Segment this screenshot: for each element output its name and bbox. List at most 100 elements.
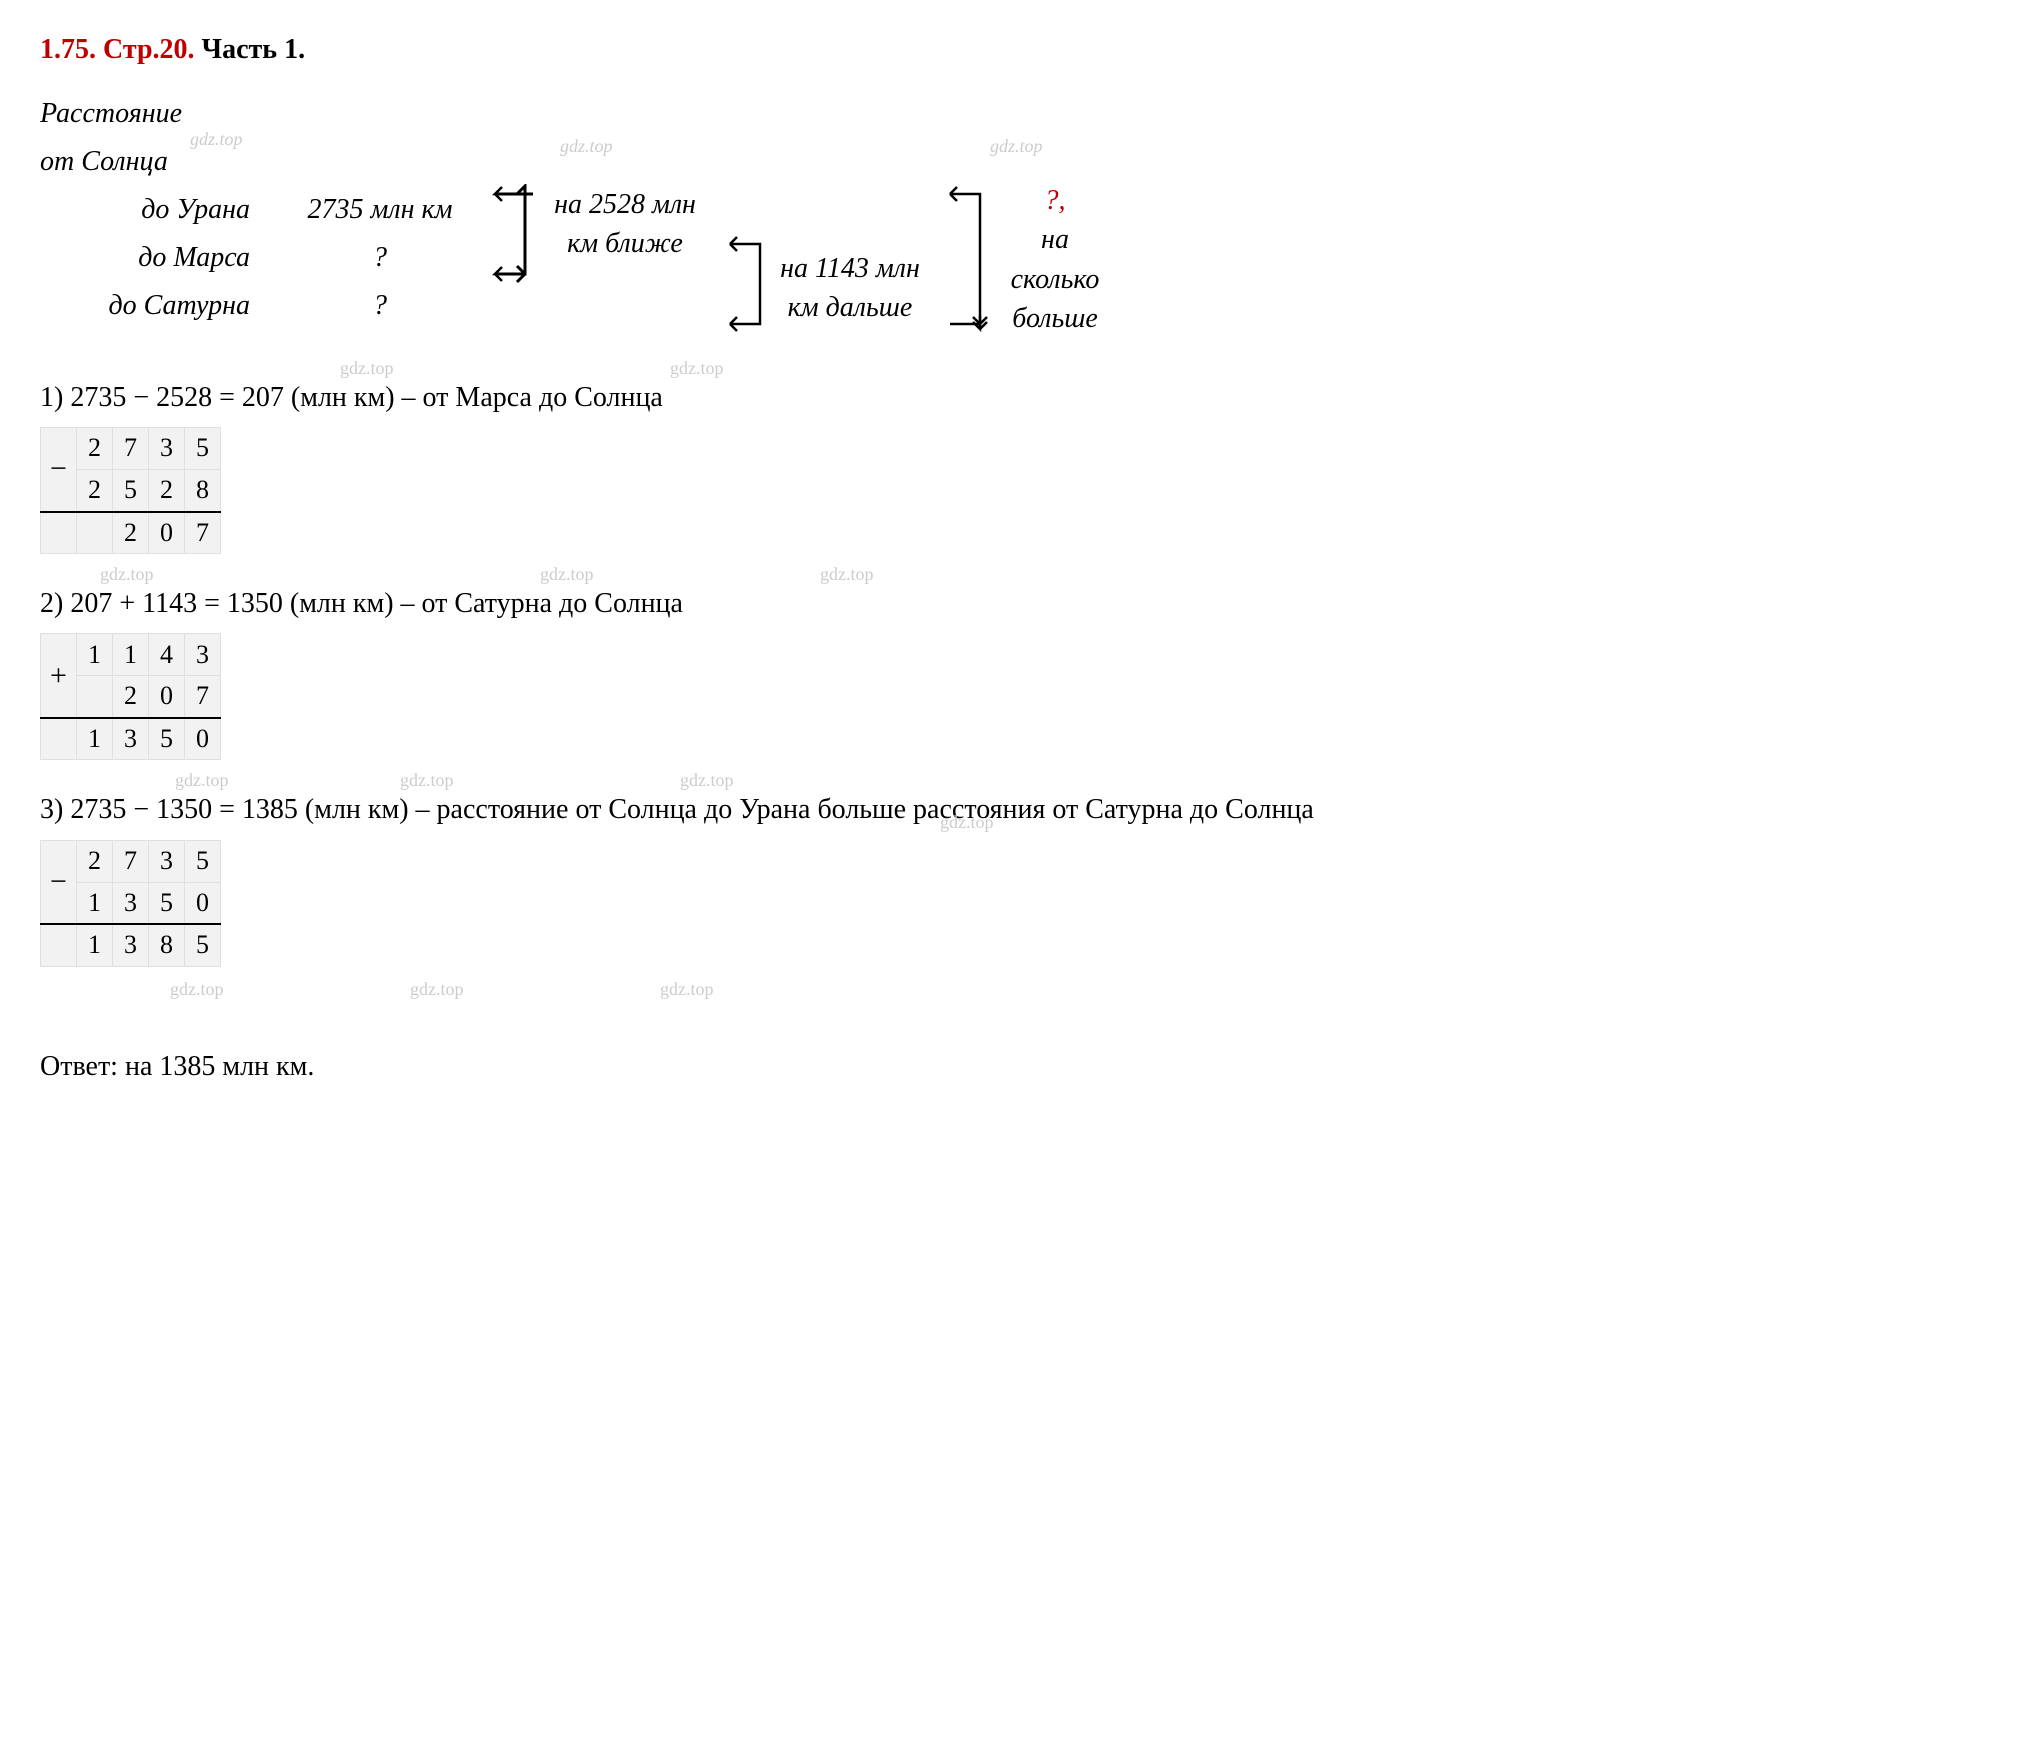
calc-cell: 7 xyxy=(113,428,149,470)
calc-cell: 1 xyxy=(77,924,113,966)
calc-cell: 5 xyxy=(185,924,221,966)
heading-black-part: Часть 1. xyxy=(202,34,306,65)
calc-cell xyxy=(41,512,77,554)
watermark-text: gdz.top xyxy=(100,562,154,587)
table-row: 2 0 7 xyxy=(41,512,221,554)
watermark-text: gdz.top xyxy=(990,134,1043,159)
calc-cell: 2 xyxy=(149,470,185,512)
watermark-row: gdz.top gdz.top gdz.top xyxy=(40,987,1990,1017)
schema-label-row: до Урана xyxy=(40,185,260,233)
watermark-text: gdz.top xyxy=(170,977,224,1002)
calc-cell: 0 xyxy=(149,512,185,554)
calc-cell: 3 xyxy=(113,924,149,966)
calc-cell: 7 xyxy=(185,512,221,554)
bracket-2-icon xyxy=(725,234,775,334)
answer-line: Ответ: на 1385 млн км. xyxy=(40,1047,1990,1086)
empty-row xyxy=(280,137,480,185)
calc-cell: 0 xyxy=(185,718,221,760)
schema-value-row: ? xyxy=(280,233,480,281)
calc-sign: + xyxy=(41,634,77,718)
step-2-line: gdz.top gdz.top gdz.top 2) 207 + 1143 = … xyxy=(40,584,1990,623)
calc-table-2: + 1 1 4 3 2 0 7 1 3 5 0 xyxy=(40,633,221,760)
watermark-text: gdz.top xyxy=(540,562,594,587)
question-line: на xyxy=(990,220,1120,259)
calc-cell: 3 xyxy=(149,428,185,470)
schema-question-column: gdz.top ?, на сколько больше xyxy=(960,89,1120,338)
calc-cell: 3 xyxy=(185,634,221,676)
calc-cell xyxy=(41,718,77,760)
calc-cell: 5 xyxy=(113,470,149,512)
calc-cell: 3 xyxy=(113,718,149,760)
table-row: + 1 1 4 3 xyxy=(41,634,221,676)
calc-cell: 1 xyxy=(77,634,113,676)
calc-cell: 5 xyxy=(149,718,185,760)
question-mark: ?, xyxy=(990,181,1120,220)
schema-value-row: 2735 млн км xyxy=(280,185,480,233)
bracket2-text-2: км дальше xyxy=(760,288,940,327)
calc-cell: 0 xyxy=(185,882,221,924)
watermark-text: gdz.top xyxy=(175,768,229,793)
calc-cell: 1 xyxy=(113,634,149,676)
calc-cell: 2 xyxy=(77,470,113,512)
calc-cell: 8 xyxy=(185,470,221,512)
schema-bracket2: на 1143 млн км дальше xyxy=(740,89,940,327)
watermark-text: gdz.top xyxy=(660,977,714,1002)
calc-cell: 1 xyxy=(77,882,113,924)
calc-cell: 4 xyxy=(149,634,185,676)
calc-sign: − xyxy=(41,428,77,512)
schema-values-column: 2735 млн км ? ? xyxy=(280,89,480,329)
step-3-line: gdz.top gdz.top gdz.top gdz.top 3) 2735 … xyxy=(40,790,1990,829)
calc-cell: 2 xyxy=(77,428,113,470)
calc-table-3: − 2 7 3 5 1 3 5 0 1 3 8 5 xyxy=(40,840,221,967)
calc-cell: 3 xyxy=(149,840,185,882)
table-row: 1 3 5 0 xyxy=(41,718,221,760)
schema-bracket1: gdz.top на 2528 млн км ближе xyxy=(500,89,720,263)
watermark-text: gdz.top xyxy=(940,810,994,835)
calc-cell: 5 xyxy=(185,840,221,882)
bracket-3-down-arrow-icon xyxy=(970,314,990,334)
problem-schema: Расстояние от Солнца gdz.top до Урана до… xyxy=(40,89,1990,338)
table-row: 1 3 8 5 xyxy=(41,924,221,966)
watermark-text: gdz.top xyxy=(340,356,394,381)
calc-cell: 3 xyxy=(113,882,149,924)
calc-cell xyxy=(77,676,113,718)
calc-cell: 5 xyxy=(149,882,185,924)
bracket1-text-2: км ближе xyxy=(530,224,720,263)
watermark-text: gdz.top xyxy=(190,127,243,152)
calc-cell xyxy=(77,512,113,554)
schema-labels-column: Расстояние от Солнца gdz.top до Урана до… xyxy=(40,89,260,329)
watermark-text: gdz.top xyxy=(400,768,454,793)
schema-label-row: до Сатурна xyxy=(40,281,260,329)
calc-cell: 2 xyxy=(77,840,113,882)
calc-sign: − xyxy=(41,840,77,924)
watermark-text: gdz.top xyxy=(670,356,724,381)
bracket1-text-1: на 2528 млн xyxy=(530,185,720,224)
table-row: − 2 7 3 5 xyxy=(41,428,221,470)
watermark-text: gdz.top xyxy=(820,562,874,587)
calc-cell: 8 xyxy=(149,924,185,966)
schema-label-row: до Марса xyxy=(40,233,260,281)
step-1-line: gdz.top gdz.top 1) 2735 − 2528 = 207 (мл… xyxy=(40,378,1990,417)
calc-cell: 7 xyxy=(185,676,221,718)
calc-cell xyxy=(41,924,77,966)
heading-red-part: 1.75. Стр.20. xyxy=(40,34,195,65)
calc-cell: 2 xyxy=(113,512,149,554)
calc-cell: 0 xyxy=(149,676,185,718)
schema-header-2: от Солнца gdz.top xyxy=(40,137,260,185)
watermark-text: gdz.top xyxy=(680,768,734,793)
table-row: − 2 7 3 5 xyxy=(41,840,221,882)
bracket2-text-1: на 1143 млн xyxy=(760,249,940,288)
schema-value-row: ? xyxy=(280,281,480,329)
bracket-3-icon xyxy=(945,184,995,334)
watermark-text: gdz.top xyxy=(410,977,464,1002)
calc-cell: 2 xyxy=(113,676,149,718)
empty-row xyxy=(280,89,480,137)
bracket-1-arrows-icon xyxy=(490,184,540,284)
question-line: сколько xyxy=(990,260,1120,299)
calc-cell: 1 xyxy=(77,718,113,760)
calc-cell: 5 xyxy=(185,428,221,470)
watermark-text: gdz.top xyxy=(560,134,613,159)
page-heading: 1.75. Стр.20. Часть 1. xyxy=(40,30,1990,69)
calc-cell: 7 xyxy=(113,840,149,882)
calc-table-1: − 2 7 3 5 2 5 2 8 2 0 7 xyxy=(40,427,221,554)
